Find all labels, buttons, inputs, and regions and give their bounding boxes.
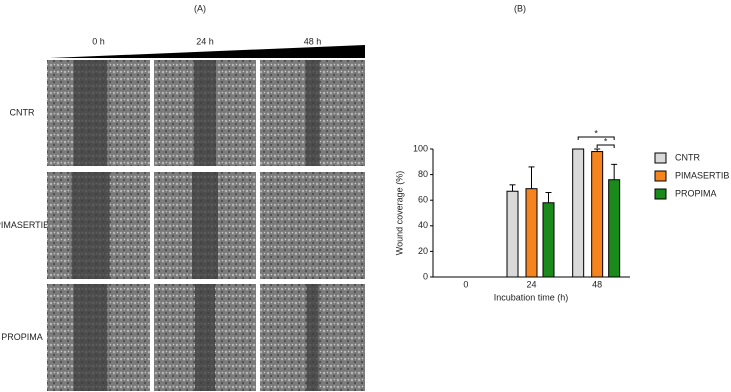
y-tick-label: 20 — [418, 246, 428, 256]
legend-label: PROPIMA — [675, 188, 717, 198]
significance-mark: * — [604, 136, 608, 146]
column-label: 24 h — [196, 36, 214, 46]
y-axis-label: Wound coverage (%) — [394, 171, 404, 255]
legend-label: CNTR — [675, 152, 700, 162]
micrograph — [260, 172, 365, 279]
wound-gap — [195, 284, 215, 391]
legend-label: PIMASERTIB — [675, 170, 729, 180]
error-bar — [509, 184, 516, 192]
bar — [506, 190, 519, 278]
significance-bracket — [577, 136, 615, 140]
y-tick-label: 0 — [423, 271, 428, 281]
bar — [542, 202, 555, 278]
column-label: 0 h — [92, 36, 105, 46]
y-tick-label: 100 — [413, 143, 428, 153]
significance-bracket — [596, 144, 615, 148]
x-tick-label: 48 — [592, 279, 602, 289]
bar — [591, 151, 604, 278]
y-tick-label: 40 — [418, 220, 428, 230]
error-bar — [611, 163, 618, 180]
bar — [608, 179, 621, 278]
wound-gap — [306, 284, 319, 391]
x-axis-label: Incubation time (h) — [494, 292, 569, 302]
panel-label: (B) — [514, 3, 526, 13]
y-tick-label: 80 — [418, 169, 428, 179]
y-tick-label: 60 — [418, 195, 428, 205]
significance-mark: * — [594, 128, 598, 138]
wound-gap — [305, 60, 320, 166]
error-bar — [528, 166, 535, 189]
error-bar — [545, 192, 552, 203]
x-tick-label: 0 — [463, 279, 468, 289]
time-wedge — [50, 45, 365, 58]
wound-gap — [73, 284, 108, 391]
panel-label: (A) — [194, 3, 206, 13]
bar — [572, 148, 585, 278]
legend-swatch — [654, 188, 667, 200]
bar — [525, 188, 538, 278]
row-label: CNTR — [10, 107, 35, 117]
wound-gap — [73, 60, 108, 166]
row-label: PROPIMA — [1, 332, 43, 342]
error-bar — [594, 148, 601, 152]
x-tick-label: 24 — [526, 279, 536, 289]
row-label: PIMASERTIB — [0, 220, 49, 230]
legend-swatch — [654, 152, 667, 164]
wound-gap — [71, 172, 110, 279]
column-label: 48 h — [304, 36, 322, 46]
legend-swatch — [654, 170, 667, 182]
wound-gap — [194, 60, 216, 166]
wound-gap — [192, 172, 218, 279]
